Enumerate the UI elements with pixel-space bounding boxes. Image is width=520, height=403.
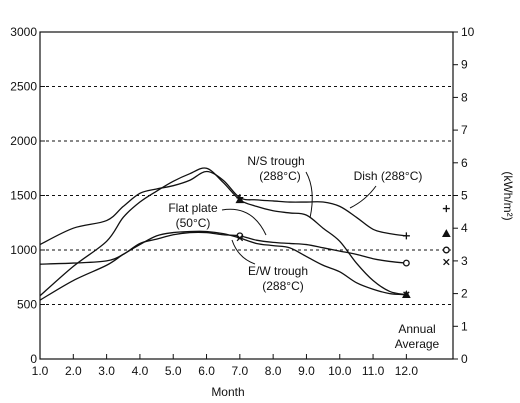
y-right-tick-label: 8 [461,90,468,104]
y-left-tick-label: 0 [30,352,37,366]
annotation-flat-plate-line1: Flat plate [168,201,218,215]
x-tick-label: 12.0 [395,364,419,378]
series-marker-3 [236,234,244,242]
annotation-dish-arrow [349,185,377,209]
x-axis-label: Month [211,385,244,399]
y-left-tick-label: 2500 [10,80,37,94]
annotation-ns-trough-arrow [305,171,313,219]
y-right-tick-label: 2 [461,287,468,301]
x-axis-ticks: 1.0 2.0 3.0 4.0 5.0 6.0 7.0 8.0 9.0 10.0 11.0 12.0 [32,354,419,378]
series-lines [39,167,411,301]
annotation-dish-text: Dish (288°C) [354,169,423,183]
y-axis-left-ticks: 0 500 1000 1500 2000 2500 3000 [10,25,45,366]
series-marker-0 [402,232,410,240]
x-tick-label: 3.0 [98,364,115,378]
annotation-dish: Dish (288°C) [349,169,423,209]
annual-average-marker-0 [442,205,450,213]
series-marker-1 [235,195,245,204]
x-tick-label: 6.0 [198,364,215,378]
annotation-ns-trough-line1: N/S trough [247,154,304,168]
y-axis-right-ticks: 0 1 2 3 4 5 6 7 8 9 10 [453,25,475,366]
y-right-tick-label: 3 [461,254,468,268]
grid-lines [40,86,453,305]
y-left-tick-label: 2000 [10,134,37,148]
annotation-flat-plate-line2: (50°C) [176,216,211,230]
annual-average-marker-2 [442,246,450,254]
x-tick-label: 9.0 [298,364,315,378]
y-right-tick-label: 9 [461,58,468,72]
x-tick-label: 2.0 [65,364,82,378]
annotation-ew-trough-arrow [231,239,256,265]
annual-average-markers [441,205,451,266]
y-right-tick-label: 10 [461,25,475,39]
annotation-annual-average: Annual Average [395,322,440,351]
annotation-annual-line2: Average [395,337,440,351]
y-left-tick-label: 3000 [10,25,37,39]
y-right-tick-label: 0 [461,352,468,366]
y-left-tick-label: 1500 [10,189,37,203]
y-left-tick-label: 500 [17,298,37,312]
x-tick-label: 1.0 [32,364,49,378]
annotation-flat-plate-arrow [221,208,267,236]
annual-average-marker-3 [443,258,450,266]
x-tick-label: 8.0 [265,364,282,378]
y-right-tick-label: 5 [461,189,468,203]
x-tick-label: 4.0 [132,364,149,378]
annotation-ns-trough-line2: (288°C) [259,169,300,183]
x-tick-label: 10.0 [328,364,352,378]
y-right-tick-label: 1 [461,319,468,333]
x-tick-label: 5.0 [165,364,182,378]
series-marker-3 [403,291,410,298]
annotation-ew-trough: E/W trough (288°C) [231,239,308,293]
y-left-tick-label: 1000 [10,243,37,257]
series-line-3 [39,230,407,301]
series-marker-2 [402,259,410,267]
annotation-annual-line1: Annual [398,322,435,336]
x-tick-label: 7.0 [231,364,248,378]
annotation-ns-trough: N/S trough (288°C) [247,154,313,219]
y-right-tick-label: 7 [461,123,468,137]
y-axis-right-label: (kWh/m²) [501,171,515,220]
y-right-tick-label: 4 [461,221,468,235]
annotation-flat-plate: Flat plate (50°C) [168,201,267,236]
y-right-tick-label: 6 [461,156,468,170]
x-tick-label: 11.0 [362,364,385,378]
series-line-2 [39,231,407,265]
annotation-ew-trough-line1: E/W trough [248,264,308,278]
annual-average-marker-1 [441,229,451,237]
series-line-1 [39,167,407,297]
annotation-ew-trough-line2: (288°C) [262,279,303,293]
